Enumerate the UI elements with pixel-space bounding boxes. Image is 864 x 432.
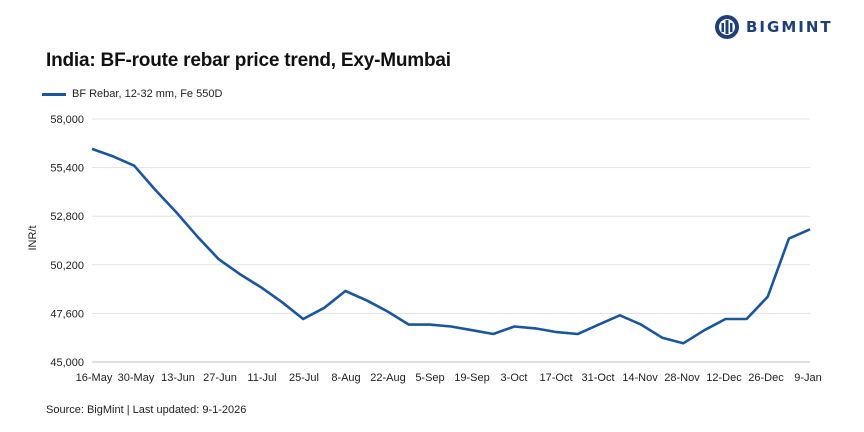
x-tick-label: 9-Jan (794, 372, 822, 384)
x-tick-label: 22-Aug (370, 372, 405, 384)
series-line (91, 147, 811, 345)
x-tick-label: 19-Sep (454, 372, 489, 384)
x-tick-label: 31-Oct (581, 372, 614, 384)
x-tick-label: 8-Aug (331, 372, 360, 384)
bigmint-logo-icon (715, 15, 739, 39)
source-note: Source: BigMint | Last updated: 9-1-2026 (46, 404, 247, 416)
x-tick-label: 26-Dec (748, 372, 784, 384)
y-axis-label: INR/t (27, 225, 39, 250)
x-tick-label: 16-May (76, 372, 113, 384)
x-tick-label: 28-Nov (664, 372, 700, 384)
x-tick-label: 5-Sep (415, 372, 444, 384)
legend-swatch (42, 92, 66, 96)
x-tick-label: 30-May (118, 372, 155, 384)
y-tick-label: 47,600 (50, 308, 84, 320)
x-tick-label: 17-Oct (539, 372, 572, 384)
gridlines (92, 118, 810, 363)
x-tick-label: 25-Jul (289, 372, 319, 384)
x-axis-ticks: 16-May 30-May 13-Jun 27-Jun 11-Jul 25-Jul 8-Au… (76, 372, 822, 384)
x-tick-label: 12-Dec (706, 372, 742, 384)
legend-label: BF Rebar, 12-32 mm, Fe 550D (72, 88, 223, 100)
y-tick-label: 50,200 (50, 260, 84, 272)
y-tick-label: 55,400 (50, 163, 84, 175)
legend: BF Rebar, 12-32 mm, Fe 550D (42, 88, 222, 100)
x-tick-label: 14-Nov (622, 372, 658, 384)
y-tick-label: 58,000 (50, 114, 84, 126)
y-tick-label: 52,800 (50, 211, 84, 223)
chart-title: India: BF-route rebar price trend, Exy-M… (46, 50, 451, 71)
x-tick-label: 11-Jul (247, 372, 276, 384)
x-tick-label: 3-Oct (501, 372, 528, 384)
brand-logo: BIGMINT (714, 14, 833, 40)
series-layer (91, 147, 811, 345)
y-tick-label: 45,000 (50, 357, 84, 369)
y-axis-ticks: 45,000 47,600 50,200 52,800 55,400 58,000 (50, 114, 84, 369)
brand-name: BIGMINT (746, 18, 833, 36)
x-tick-label: 13-Jun (161, 372, 195, 384)
x-tick-label: 27-Jun (203, 372, 237, 384)
